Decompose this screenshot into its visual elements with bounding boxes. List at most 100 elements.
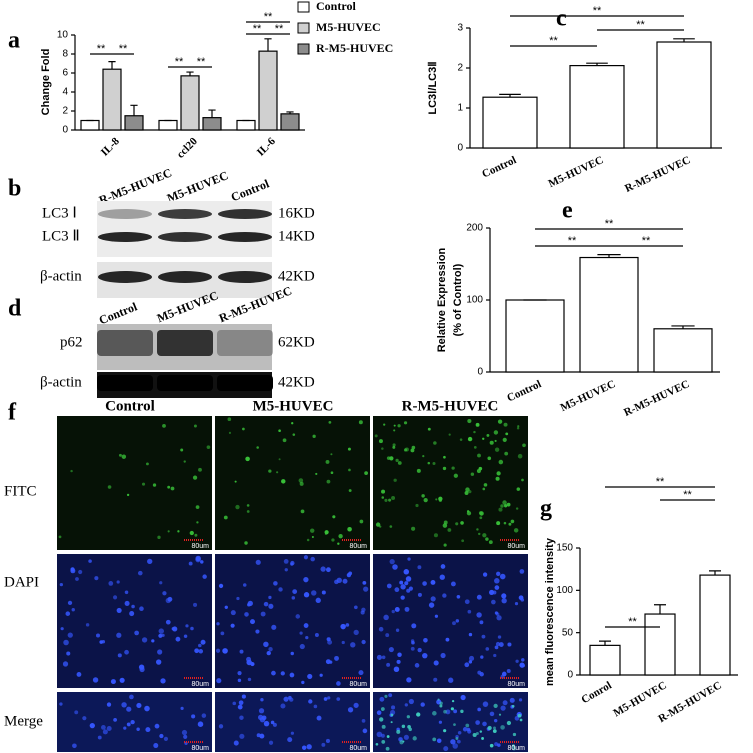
cell-nucleus: [325, 738, 330, 743]
fitc-signal: [443, 729, 447, 733]
fitc-signal: [331, 538, 335, 542]
fitc-signal: [401, 724, 406, 729]
cell-nucleus: [456, 739, 461, 744]
fitc-signal: [235, 504, 240, 510]
cell-nucleus: [493, 653, 497, 658]
cell-nucleus: [247, 677, 252, 682]
cell-nucleus: [400, 595, 405, 600]
fitc-signal: [391, 495, 396, 500]
cell-nucleus: [290, 651, 294, 656]
fitc-signal: [385, 746, 390, 751]
cell-nucleus: [160, 678, 166, 684]
row-label: DAPI: [4, 574, 39, 590]
fitc-signal: [162, 424, 166, 428]
fitc-signal: [476, 528, 479, 531]
cell-nucleus: [283, 696, 289, 702]
y-tick-label: 0: [477, 367, 483, 378]
fitc-signal: [330, 453, 333, 456]
bar: [579, 256, 639, 373]
cell-nucleus: [433, 660, 439, 666]
fitc-signal: [246, 510, 250, 513]
fitc-signal: [516, 427, 520, 430]
fitc-signal: [496, 471, 501, 476]
cell-nucleus: [308, 699, 313, 704]
bar: [280, 113, 300, 131]
cell-nucleus: [501, 671, 507, 677]
cell-nucleus: [482, 721, 487, 727]
fitc-signal: [392, 443, 396, 447]
fitc-signal: [483, 483, 488, 487]
fitc-signal: [498, 713, 502, 716]
fitc-signal: [246, 504, 250, 507]
fitc-signal: [489, 743, 494, 748]
cell-nucleus: [407, 557, 411, 561]
cell-nucleus: [507, 642, 512, 647]
y-tick-label: 0: [457, 143, 463, 154]
blot-band: [98, 232, 152, 242]
fitc-signal: [504, 451, 509, 456]
fitc-signal: [402, 740, 405, 743]
cell-nucleus: [428, 602, 435, 608]
cell-nucleus: [121, 702, 127, 708]
cell-nucleus: [287, 737, 293, 743]
fitc-signal: [496, 521, 501, 526]
fitc-signal: [227, 417, 232, 422]
cell-nucleus: [468, 632, 473, 637]
cell-nucleus: [439, 574, 445, 580]
cell-nucleus: [271, 624, 277, 630]
y-tick-label: 2: [457, 63, 463, 74]
cell-nucleus: [500, 705, 506, 711]
cell-nucleus: [417, 565, 422, 570]
fitc-signal: [439, 704, 443, 708]
fitc-signal: [180, 448, 184, 452]
fitc-signal: [475, 422, 480, 427]
cell-nucleus: [72, 743, 77, 749]
cell-nucleus: [273, 581, 278, 586]
fitc-signal: [416, 712, 421, 717]
fitc-signal: [310, 528, 315, 533]
cell-nucleus: [194, 648, 200, 654]
error-bar: [286, 111, 294, 114]
fitc-signal: [493, 726, 496, 730]
cell-nucleus: [117, 653, 122, 658]
blot-size-label: 42KD: [278, 268, 315, 284]
y-tick-label: 150: [556, 543, 573, 554]
cell-nucleus: [394, 587, 400, 593]
scale-bar-label: 80um: [507, 543, 525, 550]
cell-nucleus: [410, 646, 415, 651]
cell-nucleus: [75, 577, 79, 581]
fitc-signal: [403, 448, 408, 452]
cell-nucleus: [256, 733, 261, 738]
panel-letter: f: [8, 400, 17, 426]
fitc-signal: [337, 542, 340, 545]
fitc-signal: [513, 528, 519, 533]
cell-nucleus: [137, 570, 143, 576]
cell-nucleus: [476, 594, 482, 600]
fitc-signal: [470, 472, 475, 476]
fitc-signal: [508, 522, 512, 526]
fitc-signal: [500, 504, 504, 508]
cell-nucleus: [452, 621, 456, 626]
cell-nucleus: [255, 559, 261, 565]
cell-nucleus: [481, 634, 486, 639]
fitc-signal: [397, 424, 401, 428]
cell-nucleus: [97, 735, 102, 740]
cell-nucleus: [411, 623, 417, 629]
fitc-signal: [198, 467, 202, 472]
cell-nucleus: [129, 694, 134, 700]
fitc-signal: [478, 466, 483, 471]
cell-nucleus: [321, 590, 326, 595]
blot-band: [157, 330, 213, 356]
bar: [258, 50, 278, 131]
fitc-signal: [437, 698, 440, 701]
cell-nucleus: [406, 677, 412, 683]
fitc-signal: [473, 445, 477, 449]
fitc-signal: [347, 447, 351, 451]
fitc-signal: [422, 455, 425, 458]
fitc-signal: [390, 721, 393, 724]
fitc-signal: [126, 493, 130, 497]
micrograph: 80um: [215, 416, 370, 550]
cell-nucleus: [280, 671, 285, 676]
fitc-signal: [383, 423, 386, 426]
